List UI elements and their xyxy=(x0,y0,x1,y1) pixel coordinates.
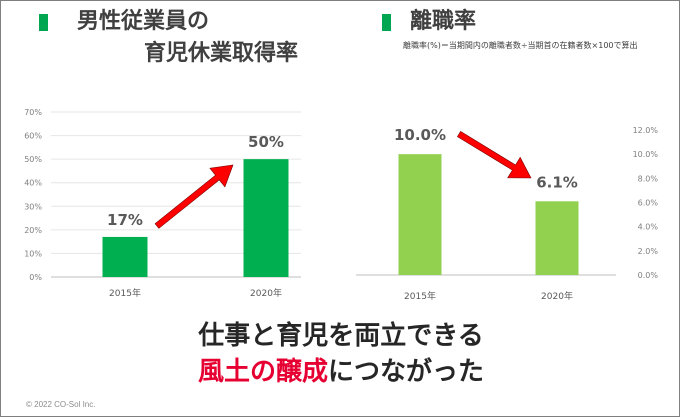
right-bar xyxy=(398,154,442,275)
leave-rate-chart: 0% 10% 20% 30% 40% 50% 60% 70% 17% 2015年 50% 2020年 xyxy=(24,108,301,299)
left-ytick-label: 70% xyxy=(24,108,42,117)
right-data-label: 6.1% xyxy=(536,173,578,191)
left-ytick-label: 40% xyxy=(24,179,42,188)
copyright: © 2022 CO-Sol Inc. xyxy=(26,400,96,409)
right-ytick-label: 0.0% xyxy=(638,271,659,280)
right-ytick-label: 12.0% xyxy=(633,126,659,135)
left-ytick-label: 30% xyxy=(24,202,42,211)
left-ytick-label: 60% xyxy=(24,132,42,141)
right-ytick-label: 10.0% xyxy=(633,150,659,159)
right-title-marker xyxy=(382,14,391,31)
left-ytick-label: 50% xyxy=(24,155,42,164)
left-bar xyxy=(102,236,148,277)
right-ytick-label: 4.0% xyxy=(638,223,659,232)
right-ytick-label: 2.0% xyxy=(638,247,659,256)
left-data-label: 50% xyxy=(248,133,284,151)
left-ytick-label: 0% xyxy=(29,273,42,282)
conclusion-accent: 風土の醸成 xyxy=(197,357,328,387)
turnover-rate-chart: 0.0% 2.0% 4.0% 6.0% 8.0% 10.0% 12.0% 10.0% 2015年… xyxy=(356,126,659,302)
conclusion-rest: につながった xyxy=(328,357,485,387)
left-title-line2: 育児休業取得率 xyxy=(144,41,299,66)
left-data-label: 17% xyxy=(107,211,143,229)
right-ytick-label: 6.0% xyxy=(638,199,659,208)
left-title-line1: 男性従業員の xyxy=(77,9,210,34)
left-xtick-label: 2020年 xyxy=(250,287,282,299)
left-title-marker xyxy=(39,14,48,31)
left-xtick-label: 2015年 xyxy=(109,287,141,299)
left-ytick-label: 20% xyxy=(24,226,42,235)
increase-arrow xyxy=(154,164,234,229)
decrease-arrow xyxy=(456,130,532,179)
right-xtick-label: 2020年 xyxy=(541,290,573,302)
turnover-definition-note: 離職率(%)＝当期間内の離職者数÷当期首の在籍者数×100で算出 xyxy=(403,41,638,50)
conclusion-line1: 仕事と育児を両立できる xyxy=(198,321,484,351)
right-xtick-label: 2015年 xyxy=(404,290,436,302)
right-title: 離職率 xyxy=(410,9,477,34)
conclusion-line2: 風土の醸成につながった xyxy=(1,357,679,387)
right-data-label: 10.0% xyxy=(394,126,446,144)
right-bar xyxy=(535,201,579,275)
left-bar xyxy=(243,159,289,277)
right-ytick-label: 8.0% xyxy=(638,174,659,183)
left-ytick-label: 10% xyxy=(24,249,42,258)
